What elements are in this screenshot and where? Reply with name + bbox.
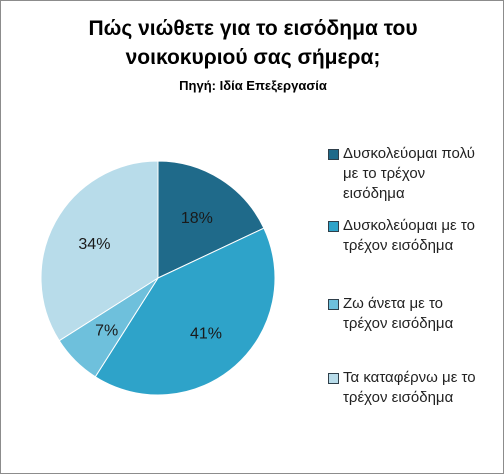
slice-label-4: 34% bbox=[78, 236, 110, 253]
legend-swatch-1 bbox=[328, 149, 339, 160]
legend-label-2: Δυσκολεύομαι με το τρέχον εισόδημα bbox=[343, 217, 475, 254]
pie-slice-4 bbox=[40, 160, 159, 342]
legend-swatch-3 bbox=[328, 299, 339, 310]
pie-slice-2 bbox=[94, 227, 276, 396]
chart-title-line-1: Πώς νιώθετε για το εισόδημα του bbox=[88, 17, 418, 40]
pie-slice-1 bbox=[157, 160, 265, 279]
legend-label-1: Δυσκολεύομαι πολύ με το τρέχον εισόδημα bbox=[343, 145, 475, 202]
legend-swatch-4 bbox=[328, 373, 339, 384]
legend-label-4: Τα καταφέρνω με το τρέχον εισόδημα bbox=[343, 369, 476, 406]
slice-label-1: 18% bbox=[181, 210, 213, 227]
legend-swatch-2 bbox=[328, 221, 339, 232]
slice-label-2: 41% bbox=[190, 325, 222, 342]
slice-label-3: 7% bbox=[95, 322, 118, 339]
chart-subtitle: Πηγή: Ιδία Επεξεργασία bbox=[179, 78, 327, 93]
legend-label-3: Ζω άνετα με το τρέχον εισόδημα bbox=[343, 295, 454, 332]
chart-title-line-2: νοικοκυριού σας σήμερα; bbox=[125, 46, 381, 69]
